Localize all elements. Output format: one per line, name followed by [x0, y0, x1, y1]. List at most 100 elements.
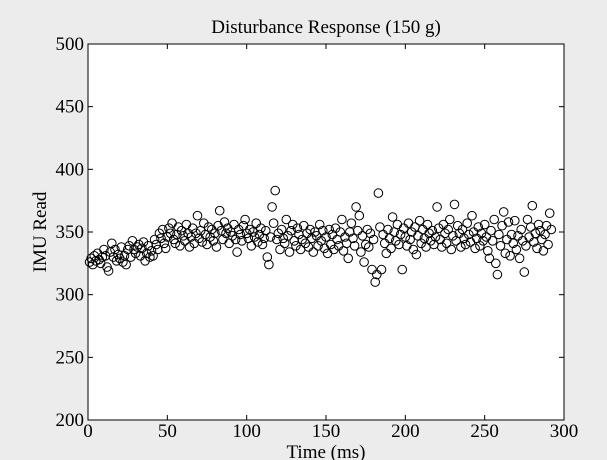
data-point: [359, 257, 369, 267]
data-point: [391, 236, 401, 246]
data-point: [281, 214, 292, 225]
data-point: [270, 185, 281, 196]
data-point: [289, 236, 300, 246]
data-point: [530, 228, 541, 239]
data-point: [237, 236, 247, 246]
data-point: [178, 231, 188, 241]
data-point: [278, 233, 289, 244]
data-point: [365, 228, 376, 239]
data-point: [500, 248, 511, 259]
data-point: [111, 256, 122, 266]
data-point: [349, 241, 360, 251]
data-point: [99, 244, 109, 255]
data-point: [221, 228, 231, 239]
data-point: [157, 224, 168, 235]
data-point: [484, 253, 495, 264]
data-point: [118, 257, 128, 267]
data-point: [449, 199, 460, 210]
data-point: [176, 225, 187, 236]
data-point: [314, 219, 325, 230]
data-point: [346, 218, 357, 228]
data-point: [132, 242, 142, 252]
data-point: [343, 253, 354, 264]
data-point: [376, 264, 387, 275]
data-point: [121, 259, 131, 270]
data-point: [191, 228, 201, 239]
data-point: [292, 223, 303, 233]
data-point: [514, 253, 525, 264]
data-point: [265, 232, 276, 242]
data-point: [397, 264, 408, 275]
data-point: [267, 202, 277, 212]
data-point: [483, 246, 493, 256]
data-point: [430, 232, 441, 242]
data-point: [532, 243, 542, 254]
data-point: [479, 219, 490, 230]
data-point: [354, 210, 365, 221]
x-tick-label: 100: [232, 421, 261, 442]
y-tick-label: 450: [56, 97, 85, 118]
data-point: [460, 239, 471, 250]
data-point: [492, 269, 503, 280]
tick-labels: 0 50 100 150 200 250 300 200 250 300 350 400 450 500: [56, 34, 579, 442]
data-point: [306, 233, 317, 244]
data-point: [208, 236, 219, 246]
data-point: [416, 238, 427, 249]
data-point: [352, 225, 363, 236]
data-point: [446, 244, 457, 255]
data-point: [189, 238, 200, 249]
x-tick-label: 150: [312, 421, 341, 442]
data-point: [411, 249, 422, 260]
data-point: [408, 244, 419, 255]
data-point: [256, 223, 266, 233]
data-point: [464, 229, 474, 240]
data-point: [248, 227, 258, 237]
data-point: [219, 217, 230, 227]
data-point: [329, 244, 339, 255]
data-point: [259, 233, 269, 244]
data-point: [544, 208, 555, 218]
data-point: [494, 229, 504, 240]
data-point: [175, 241, 185, 251]
data-point: [272, 234, 282, 245]
data-point: [348, 233, 358, 244]
data-point: [475, 241, 485, 251]
data-point: [521, 241, 531, 251]
x-tick-label: 250: [470, 421, 499, 442]
data-point: [508, 238, 519, 249]
data-point: [491, 258, 501, 269]
data-point: [546, 224, 557, 235]
data-point: [164, 223, 174, 233]
data-point: [308, 247, 319, 257]
data-point: [511, 244, 522, 255]
y-tick-label: 250: [56, 347, 85, 368]
data-point: [264, 259, 274, 270]
data-point: [538, 246, 549, 256]
data-point: [262, 252, 273, 262]
data-point: [387, 212, 398, 222]
data-point: [503, 217, 514, 227]
data-point: [395, 229, 406, 240]
data-point: [448, 231, 458, 241]
data-point: [146, 246, 157, 256]
y-tick-label: 400: [56, 159, 85, 180]
data-point: [160, 243, 171, 254]
data-point: [516, 224, 527, 235]
data-points: [84, 185, 557, 287]
axis-ticks: [87, 43, 565, 421]
x-tick-label: 0: [83, 421, 93, 442]
y-tick-label: 350: [56, 222, 85, 243]
data-point: [232, 247, 242, 257]
data-point: [313, 241, 323, 251]
data-point: [462, 218, 473, 228]
data-point: [318, 225, 328, 236]
data-point: [149, 234, 160, 245]
data-point: [467, 210, 477, 221]
data-point: [275, 244, 285, 255]
data-point: [184, 242, 195, 252]
data-point: [110, 244, 120, 255]
data-point: [445, 214, 455, 225]
data-point: [537, 234, 547, 245]
data-point: [203, 222, 214, 232]
data-point: [370, 277, 381, 287]
